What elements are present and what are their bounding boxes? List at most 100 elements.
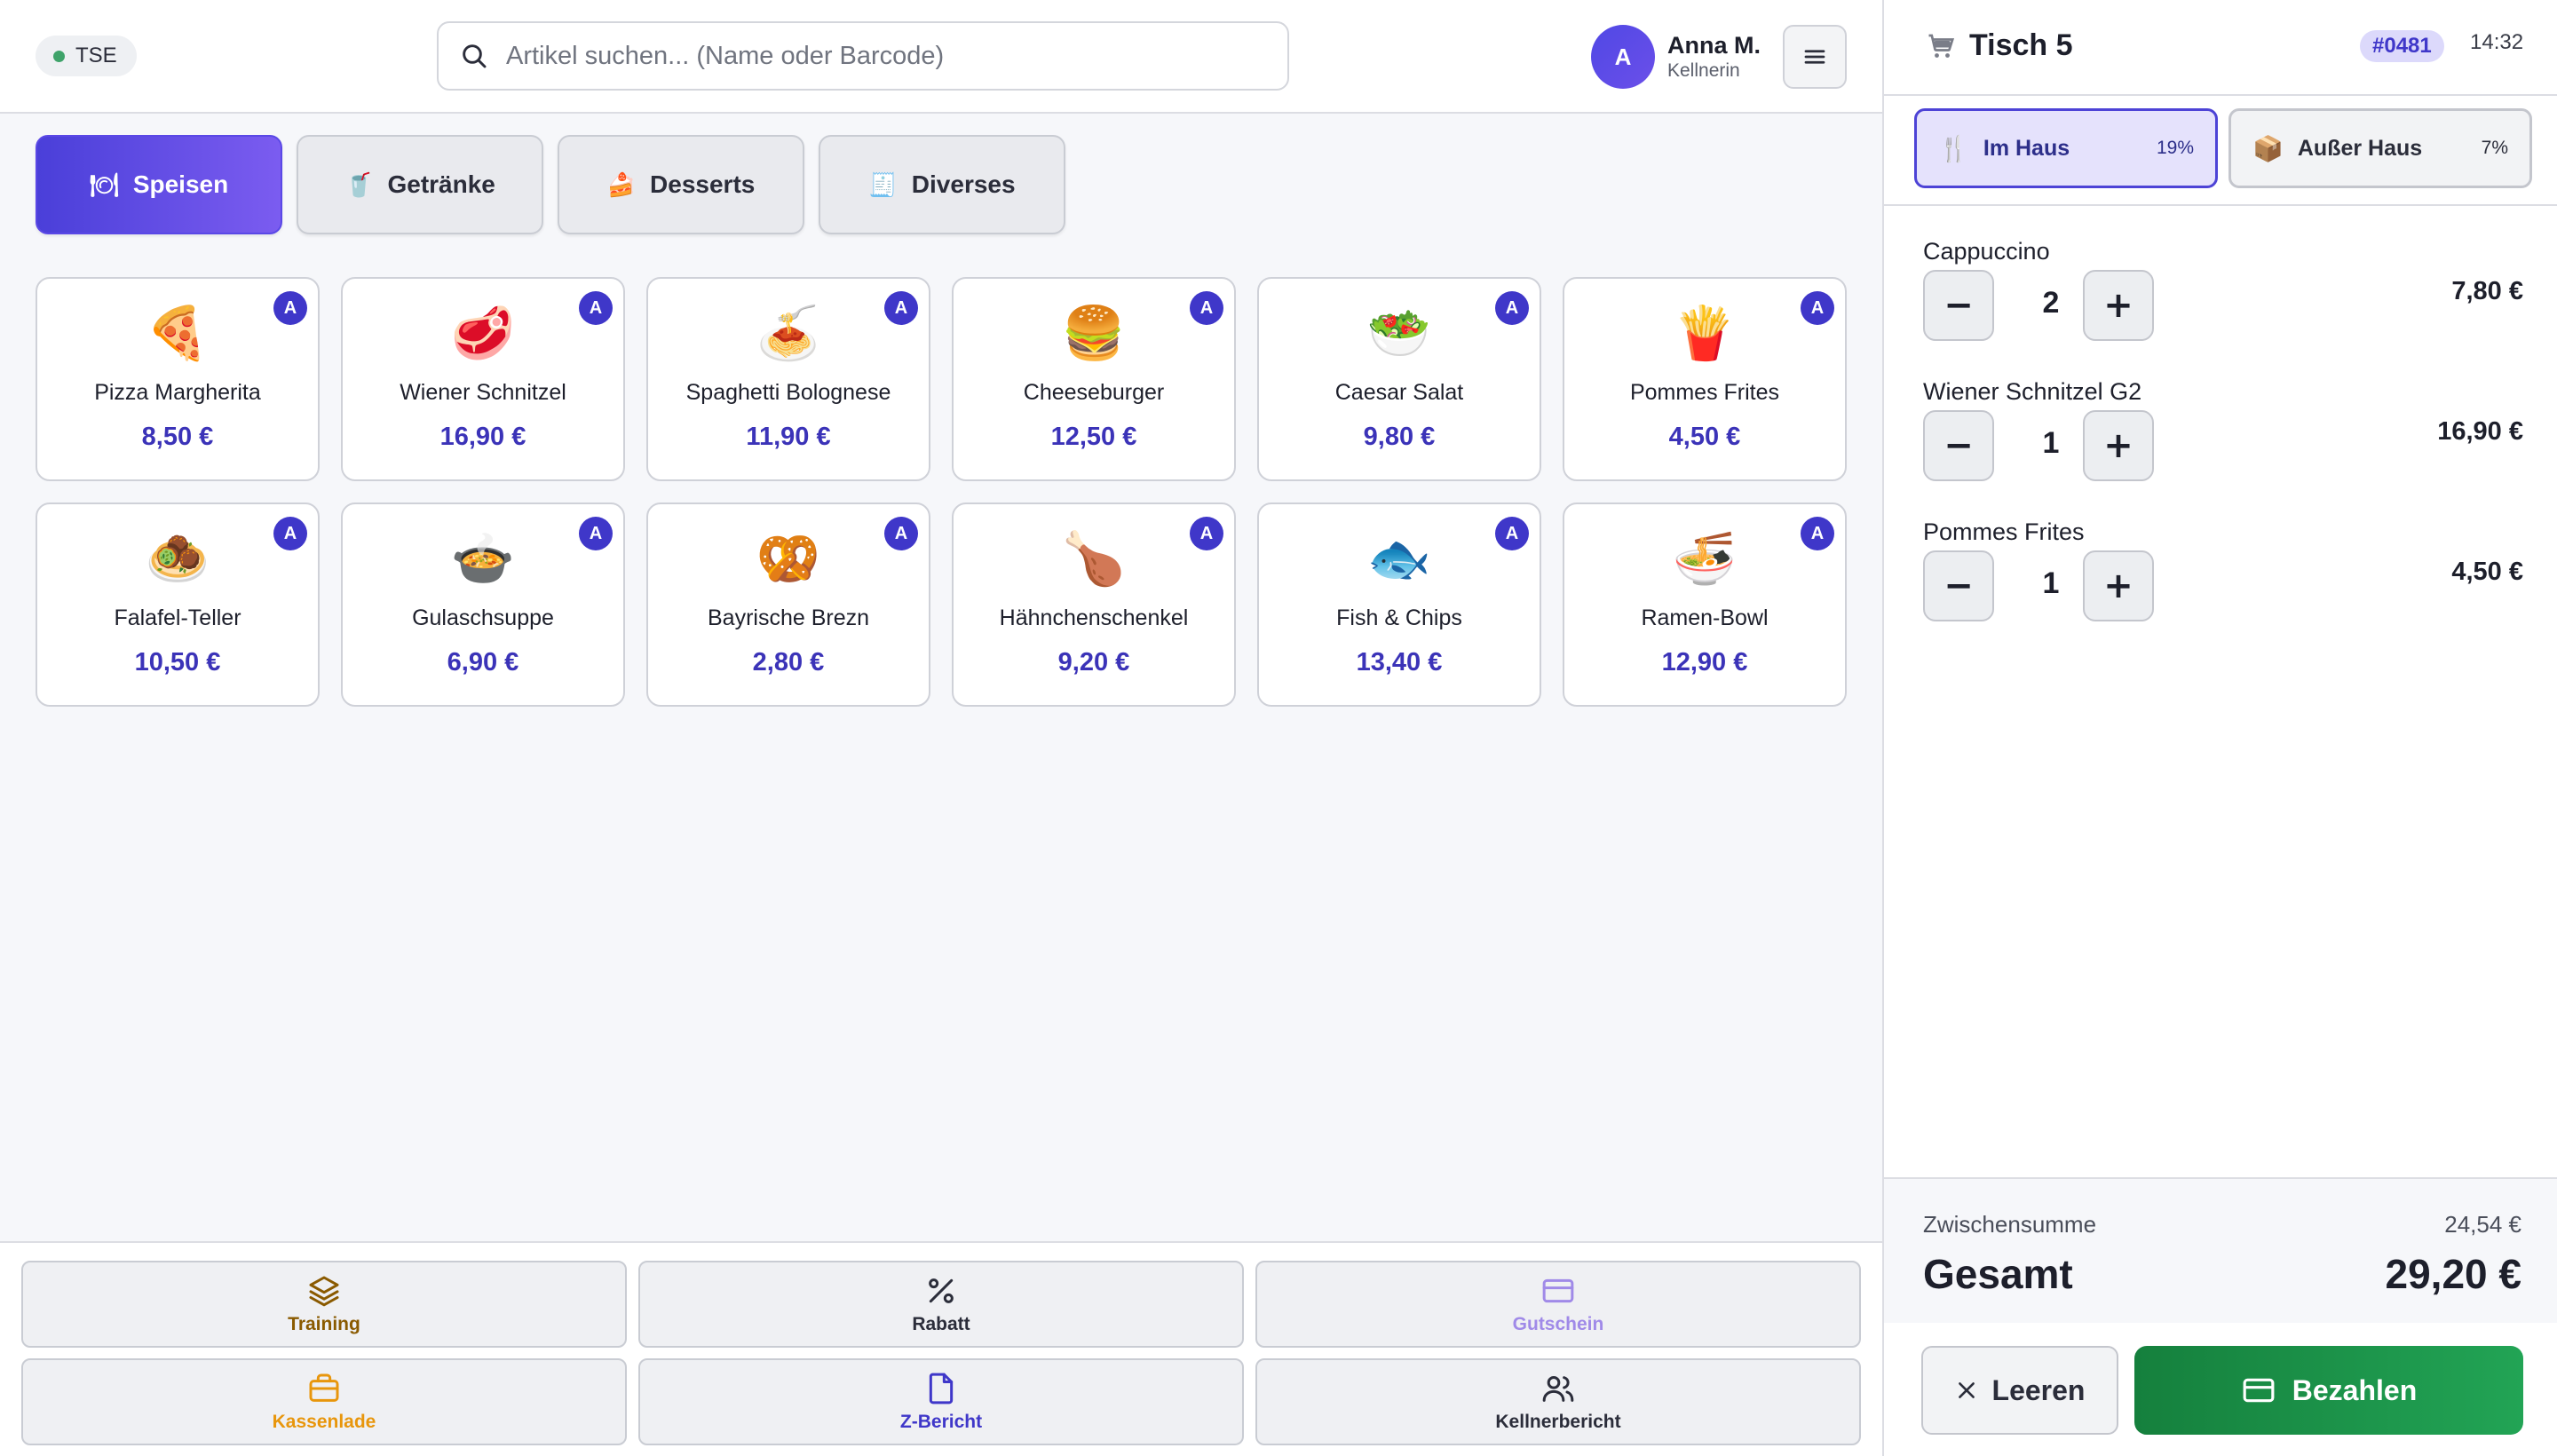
product-card[interactable]: A 🍗 Hähnchenschenkel 9,20 € <box>952 502 1236 707</box>
product-price: 9,80 € <box>1363 423 1436 451</box>
mode-label: Im Haus <box>1983 135 2070 161</box>
order-line: Wiener Schnitzel G2 − 1 +16,90 € <box>1923 378 2523 511</box>
total-value: 29,20 € <box>2385 1251 2521 1297</box>
clear-label: Leeren <box>1991 1373 2086 1406</box>
card-icon <box>1542 1278 1574 1303</box>
line-quantity: 2 <box>2042 286 2060 320</box>
user-name: Anna M. <box>1667 32 1761 59</box>
product-card[interactable]: A 🍔 Cheeseburger 12,50 € <box>952 277 1236 481</box>
product-card[interactable]: A 🥨 Bayrische Brezn 2,80 € <box>646 502 930 707</box>
user-info[interactable]: A Anna M. Kellnerin <box>1591 25 1761 89</box>
tab-label: Getränke <box>387 170 495 198</box>
table-name: Tisch 5 <box>1969 28 2073 62</box>
product-card[interactable]: A 🧆 Falafel-Teller 10,50 € <box>36 502 320 707</box>
service-mode-row: 🍴 Im Haus 19% 📦 Außer Haus 7% <box>1884 96 2557 206</box>
product-card[interactable]: A 🍟 Pommes Frites 4,50 € <box>1563 277 1847 481</box>
action-label: Rabatt <box>912 1314 970 1334</box>
plate-icon: 🍽 <box>89 170 119 198</box>
clear-button[interactable]: Leeren <box>1921 1346 2118 1435</box>
allergen-badge: A <box>884 291 918 325</box>
product-price: 13,40 € <box>1356 648 1443 677</box>
tab-desserts[interactable]: 🍰 Desserts <box>558 135 804 234</box>
food-icon: 🥨 <box>756 528 821 589</box>
product-price: 11,90 € <box>746 423 831 451</box>
food-icon: 🍝 <box>756 303 821 363</box>
product-name: Hähnchenschenkel <box>999 605 1189 630</box>
tab-diverses[interactable]: 🧾 Diverses <box>819 135 1065 234</box>
close-icon <box>1958 1382 1975 1398</box>
product-card[interactable]: A 🍕 Pizza Margherita 8,50 € <box>36 277 320 481</box>
subtotal-value: 24,54 € <box>2444 1211 2521 1238</box>
z-bericht-button[interactable]: Z-Bericht <box>638 1358 1244 1445</box>
allergen-badge: A <box>273 291 307 325</box>
product-card[interactable]: A 🍲 Gulaschsuppe 6,90 € <box>341 502 625 707</box>
product-name: Gulaschsuppe <box>412 605 554 630</box>
product-name: Fish & Chips <box>1336 605 1462 630</box>
tse-status-badge: TSE <box>36 36 137 76</box>
tab-getränke[interactable]: 🥤 Getränke <box>297 135 543 234</box>
cart-icon <box>1928 34 1955 58</box>
avatar[interactable]: A <box>1591 25 1655 89</box>
product-price: 8,50 € <box>141 423 214 451</box>
product-card[interactable]: A 🍝 Spaghetti Bolognese 11,90 € <box>646 277 930 481</box>
order-line: Pommes Frites − 1 +4,50 € <box>1923 518 2523 652</box>
gutschein-button[interactable]: Gutschein <box>1255 1261 1861 1348</box>
plus-icon: + <box>2103 566 2133 606</box>
rabatt-button[interactable]: Rabatt <box>638 1261 1244 1348</box>
mode-im-haus-button[interactable]: 🍴 Im Haus 19% <box>1914 108 2218 188</box>
product-name: Falafel-Teller <box>114 605 241 630</box>
increase-button[interactable]: + <box>2083 410 2154 481</box>
product-name: Ramen-Bowl <box>1641 605 1769 630</box>
pay-button[interactable]: Bezahlen <box>2134 1346 2523 1435</box>
line-name: Cappuccino <box>1923 238 2050 265</box>
search-box[interactable] <box>437 21 1289 91</box>
kassenlade-button[interactable]: Kassenlade <box>21 1358 627 1445</box>
food-icon: 🍕 <box>145 303 210 363</box>
allergen-badge: A <box>1190 291 1223 325</box>
totals-section: Zwischensumme 24,54 € Gesamt 29,20 € <box>1884 1177 2557 1323</box>
pay-label: Bezahlen <box>2292 1373 2418 1406</box>
search-input[interactable] <box>506 41 1270 71</box>
document-icon <box>929 1373 954 1405</box>
food-icon: 🧆 <box>145 528 210 589</box>
drink-icon: 🥤 <box>344 170 374 198</box>
decrease-button[interactable]: − <box>1923 270 1994 341</box>
food-icon: 🐟 <box>1366 528 1432 589</box>
search-icon <box>463 44 487 68</box>
product-card[interactable]: A 🥗 Caesar Salat 9,80 € <box>1257 277 1541 481</box>
user-role: Kellnerin <box>1667 60 1740 81</box>
product-price: 9,20 € <box>1057 648 1130 677</box>
minus-icon: − <box>1943 285 1974 326</box>
product-card[interactable]: A 🐟 Fish & Chips 13,40 € <box>1257 502 1541 707</box>
action-label: Z-Bericht <box>899 1412 983 1432</box>
decrease-button[interactable]: − <box>1923 550 1994 621</box>
product-price: 12,50 € <box>1050 423 1137 451</box>
product-area: TSE A Anna M. Kellnerin 🍽 Speisen 🥤 Getränk… <box>0 21 1882 1445</box>
product-name: Cheeseburger <box>1023 380 1165 405</box>
credit-card-icon <box>2243 1378 2275 1403</box>
product-name: Wiener Schnitzel <box>400 380 566 405</box>
product-name: Spaghetti Bolognese <box>685 380 891 405</box>
tab-speisen[interactable]: 🍽 Speisen <box>36 135 282 234</box>
status-dot-icon <box>53 50 65 62</box>
product-card[interactable]: A 🍜 Ramen-Bowl 12,90 € <box>1563 502 1847 707</box>
kellnerbericht-button[interactable]: Kellnerbericht <box>1255 1358 1861 1445</box>
action-label: Kellnerbericht <box>1495 1412 1621 1432</box>
mode-label: Außer Haus <box>2297 135 2423 161</box>
product-name: Pizza Margherita <box>94 380 261 405</box>
allergen-badge: A <box>579 291 613 325</box>
decrease-button[interactable]: − <box>1923 410 1994 481</box>
allergen-badge: A <box>1495 291 1529 325</box>
increase-button[interactable]: + <box>2083 550 2154 621</box>
table-title: Tisch 5 <box>1925 28 2073 63</box>
training-button[interactable]: Training <box>21 1261 627 1348</box>
increase-button[interactable]: + <box>2083 270 2154 341</box>
product-card[interactable]: A 🥩 Wiener Schnitzel 16,90 € <box>341 277 625 481</box>
line-name: Wiener Schnitzel G2 <box>1923 378 2142 405</box>
menu-button[interactable] <box>1783 25 1847 89</box>
layers-icon <box>309 1276 339 1307</box>
mode-ausser-haus-button[interactable]: 📦 Außer Haus 7% <box>2228 108 2532 188</box>
food-icon: 🍗 <box>1061 528 1127 589</box>
order-time: 14:32 <box>2470 30 2524 54</box>
action-label: Training <box>288 1314 360 1334</box>
